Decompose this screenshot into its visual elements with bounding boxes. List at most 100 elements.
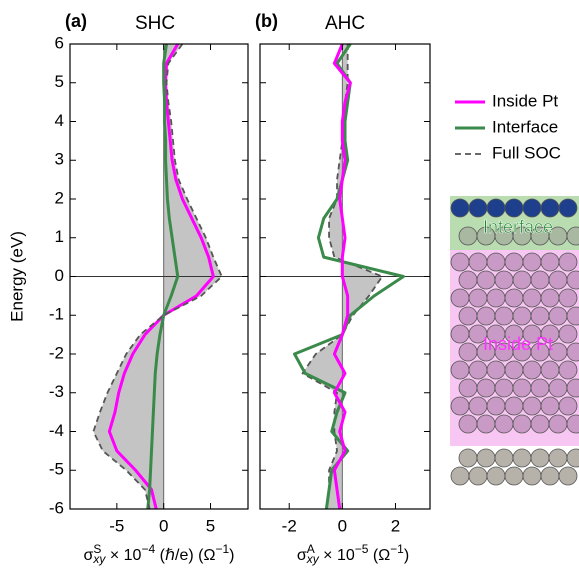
atom [558,198,578,218]
atom [540,360,560,380]
x-tick-label: 5 [206,516,215,535]
interface-label: Interface [483,217,553,237]
atom [530,270,550,290]
y-tick-label: 6 [55,33,64,52]
atom [494,270,514,290]
atom [530,448,550,468]
atom [450,198,470,218]
atom [530,306,550,326]
atom [494,378,514,398]
x-label-part: (ℏ/e) (Ω [155,547,215,564]
x-label-part: ) [404,547,409,564]
atom [540,198,560,218]
x-label-part: σ [84,547,94,564]
atom [468,360,488,380]
atom [458,342,478,362]
atom [458,270,478,290]
x-axis-label: σA xy × 10−5 (Ω−1) [297,542,409,566]
atom [476,448,496,468]
atom [450,466,470,486]
atom [450,396,470,416]
atom [548,270,568,290]
atom [558,396,578,416]
atom [476,306,496,326]
x-tick-label: -5 [109,516,124,535]
atom [504,198,524,218]
atom [522,396,542,416]
atom [566,448,579,468]
y-tick-label: -6 [49,498,64,517]
x-tick-label: 0 [338,516,347,535]
atom [486,360,506,380]
atom [566,306,579,326]
atom [512,306,532,326]
y-tick-label: 5 [55,72,64,91]
legend-label: Full SOC [492,143,561,162]
y-axis-label: Energy (eV) [7,231,26,322]
atom [494,414,514,434]
atom [458,306,478,326]
atom [522,198,542,218]
atom [504,360,524,380]
atom [522,466,542,486]
series-line [107,43,215,510]
x-label-part: ) [229,547,234,564]
atom [540,288,560,308]
x-label-part: −1 [390,542,404,556]
atom [566,226,579,246]
atom [522,288,542,308]
atom [512,414,532,434]
x-label-part: xy [92,552,106,566]
atom [522,252,542,272]
atom [530,414,550,434]
y-tick-label: -2 [49,343,64,362]
x-label-part: −1 [215,542,229,556]
atoms [450,198,579,486]
atom [468,466,488,486]
y-tick-label: 2 [55,188,64,207]
atom [540,252,560,272]
series-line [146,43,180,510]
atom [558,466,578,486]
series-line [92,43,223,510]
x-tick-label: 2 [391,516,400,535]
atom [548,414,568,434]
atom [494,306,514,326]
y-tick-label: -1 [49,305,64,324]
atom [450,288,470,308]
panel-label: (b) [255,11,278,31]
atom [486,396,506,416]
atom [486,198,506,218]
atom [512,448,532,468]
x-label-part: (Ω [368,547,390,564]
atom [450,324,470,344]
y-tick-label: 4 [55,111,64,130]
x-label-part: xy [306,552,320,566]
atom [558,288,578,308]
atom [522,360,542,380]
x-label-part: σ [297,547,307,564]
atom [450,360,470,380]
atom [566,270,579,290]
atom [458,448,478,468]
atom [476,414,496,434]
area-fill [93,44,222,509]
x-label-part: S [93,542,101,556]
panel-title: SHC [135,13,175,34]
atom [566,378,579,398]
atom [558,360,578,380]
atom [504,396,524,416]
x-tick-label: 0 [159,516,168,535]
atom [566,342,579,362]
x-label-part: × 10 [105,547,141,564]
y-tick-label: -3 [49,382,64,401]
atom [530,378,550,398]
atom [512,270,532,290]
atom [504,288,524,308]
x-label-part: −5 [355,542,369,556]
atom [512,378,532,398]
x-label-part: × 10 [319,547,355,564]
atom [566,414,579,434]
atom [468,288,488,308]
atom [476,378,496,398]
